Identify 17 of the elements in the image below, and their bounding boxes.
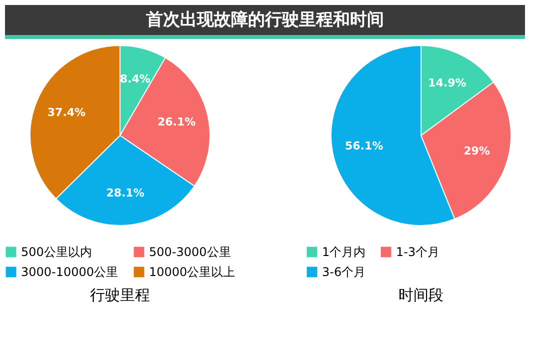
data-label: 56.1% [344, 140, 384, 153]
data-label: 26.1% [157, 116, 196, 129]
legend-label: 500公里以内 [21, 245, 92, 259]
text: 行驶里程 [90, 286, 150, 304]
data-label: 14.9% [428, 76, 466, 90]
data-label: 28.1% [106, 186, 144, 200]
legend-label: 1-3个月 [396, 245, 440, 259]
data-label: 29% [464, 144, 490, 158]
legend-label: 10000公里以上 [149, 265, 236, 279]
text: 时间段 [398, 286, 444, 304]
text: 首次出现故障的行驶里程和时间 [145, 10, 384, 30]
legend-label: 500-3000公里 [149, 245, 231, 259]
legend-label: 3000-10000公里 [21, 265, 118, 279]
legend-label: 1个月内 [322, 245, 366, 259]
legend-label: 3-6个月 [322, 265, 366, 279]
data-label: 8.4% [120, 72, 150, 86]
data-label: 37.4% [47, 106, 86, 120]
